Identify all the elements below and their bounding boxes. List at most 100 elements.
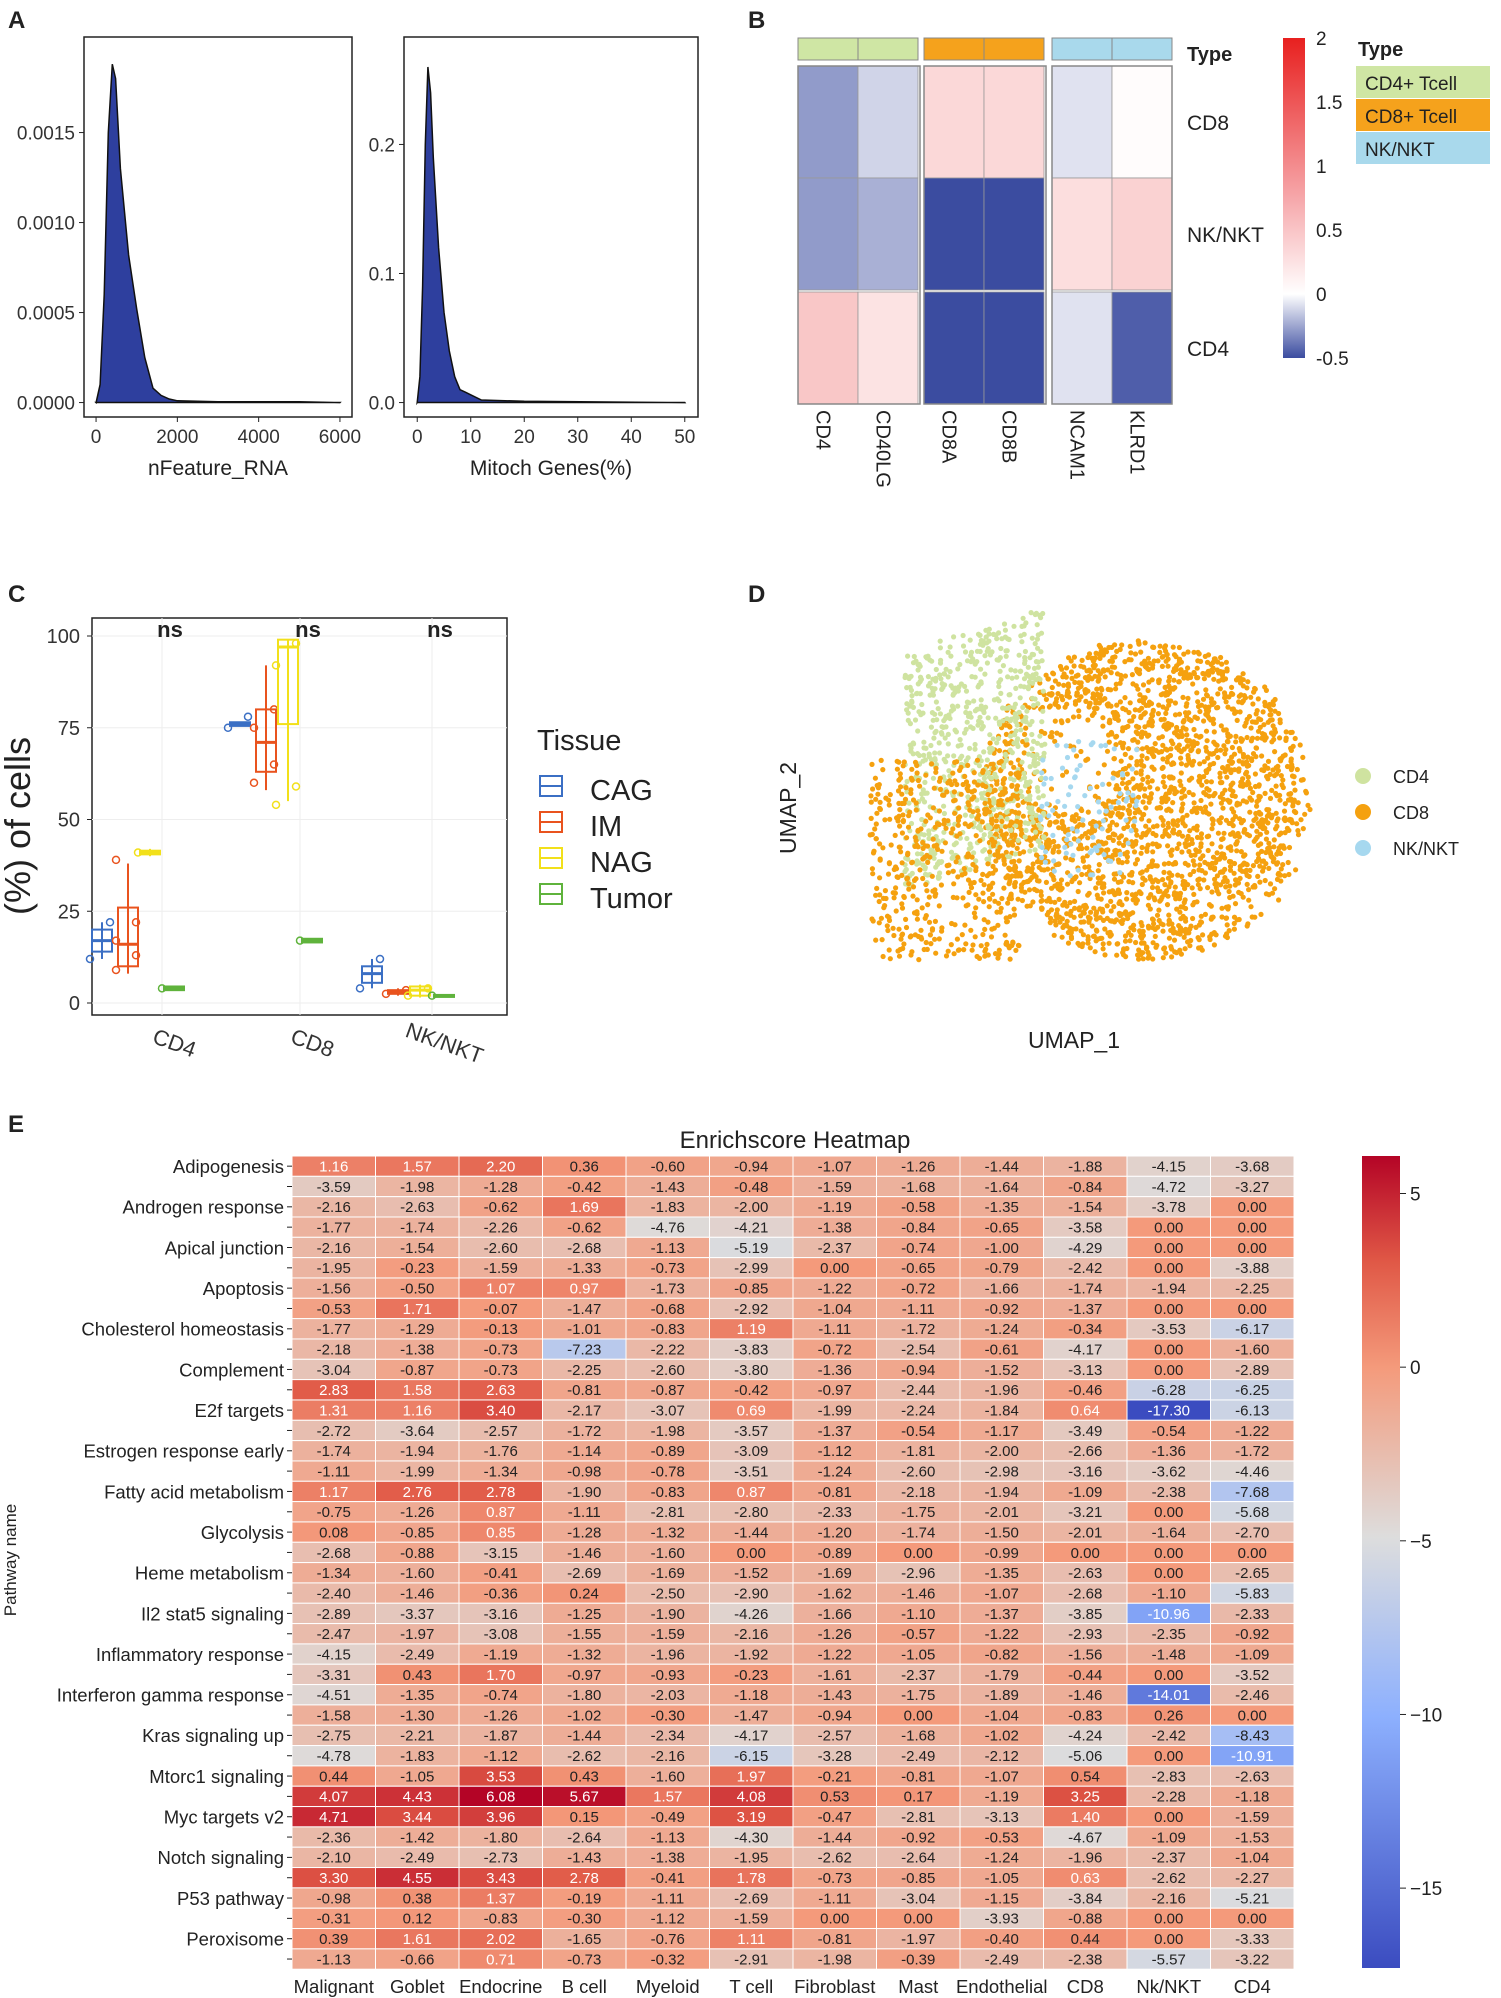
cell-value: 0.00 xyxy=(904,1911,933,1928)
cell-point-cd4 xyxy=(937,645,944,651)
cell-value: 0.12 xyxy=(403,1911,432,1928)
cell-point-cd4 xyxy=(967,867,973,873)
cell-point-cd8 xyxy=(1271,837,1277,843)
row-label: P53 pathway xyxy=(177,1888,285,1909)
cell-point-cd8 xyxy=(1189,809,1195,815)
cell-point-cd8 xyxy=(1142,793,1148,799)
cell-point-cd8 xyxy=(1185,752,1191,759)
y-tick-label: 75 xyxy=(58,718,80,740)
column-label: Malignant xyxy=(294,1976,374,1997)
cell-value: 0.00 xyxy=(1238,1240,1267,1257)
cell-point-cd8 xyxy=(1197,886,1203,892)
heatmap-cell xyxy=(983,177,1045,291)
colorbar-tick-label: 2 xyxy=(1316,29,1327,50)
cell-point-cd8 xyxy=(1001,861,1008,867)
cell-point-cd8 xyxy=(1259,858,1265,864)
cell-point-cd8 xyxy=(1245,754,1251,760)
cell-value: -1.76 xyxy=(484,1443,518,1460)
cell-point-cd8 xyxy=(886,860,893,866)
cell-value: -1.33 xyxy=(567,1260,601,1277)
cell-point-cd8 xyxy=(980,931,986,938)
cell-point-cd8 xyxy=(974,953,980,960)
cell-point-cd4 xyxy=(972,674,978,680)
cell-value: -1.68 xyxy=(901,1179,935,1196)
density-area xyxy=(416,66,687,406)
cell-point-cd8 xyxy=(1234,802,1240,808)
cell-value: -0.23 xyxy=(400,1260,434,1277)
cell-point-cd8 xyxy=(1158,921,1164,927)
cell-point-cd8 xyxy=(1129,869,1135,876)
cell-point-cd4 xyxy=(1035,659,1041,665)
cell-point-cd8 xyxy=(945,948,951,954)
cell-point-cd8 xyxy=(1064,911,1070,917)
cell-point-cd8 xyxy=(1120,842,1127,849)
cell-point-cd8 xyxy=(1149,778,1155,784)
column-label: T cell xyxy=(729,1976,773,1997)
cell-point-cd8 xyxy=(1080,822,1086,828)
cell-point-cd8 xyxy=(1248,725,1254,731)
cell-value: 0.71 xyxy=(486,1951,515,1968)
cell-value: -5.19 xyxy=(734,1240,768,1257)
cell-point-cd8 xyxy=(1153,944,1159,950)
cell-value: -1.18 xyxy=(734,1687,768,1704)
cell-value: -3.16 xyxy=(484,1606,518,1623)
cell-point-cd8 xyxy=(1188,748,1194,754)
cell-point-cd8 xyxy=(1249,735,1256,741)
cell-point-cd4 xyxy=(968,714,974,720)
data-point xyxy=(271,661,281,670)
cell-point-cd8 xyxy=(906,886,912,892)
cell-value: -2.49 xyxy=(400,1646,434,1663)
cell-point-cd8 xyxy=(1212,876,1218,883)
cell-value: -3.16 xyxy=(1068,1463,1102,1480)
cell-point-cd8 xyxy=(1117,913,1123,919)
cell-point-cd8 xyxy=(1263,836,1269,842)
y-tick-label: 25 xyxy=(58,901,80,923)
cell-point-cd8 xyxy=(937,786,944,793)
cell-value: -2.50 xyxy=(651,1585,685,1602)
cell-point-cd8 xyxy=(1205,885,1211,891)
cell-value: -2.42 xyxy=(1068,1260,1102,1277)
cell-value: -10.91 xyxy=(1231,1748,1274,1765)
cell-point-nk xyxy=(1123,798,1129,804)
cell-point-cd8 xyxy=(1044,912,1050,918)
cell-point-cd8 xyxy=(1246,897,1252,903)
cell-value: -3.15 xyxy=(484,1545,518,1562)
cell-point-cd8 xyxy=(897,771,903,777)
cell-point-cd8 xyxy=(1166,860,1172,867)
cell-value: -1.52 xyxy=(734,1565,768,1582)
cell-point-nk xyxy=(1051,858,1057,864)
cell-point-cd4 xyxy=(955,703,961,709)
cell-point-cd8 xyxy=(970,809,976,815)
cell-point-cd8 xyxy=(1112,799,1118,805)
cell-point-nk xyxy=(1088,872,1094,878)
cell-point-cd4 xyxy=(1022,716,1028,722)
cell-point-cd8 xyxy=(1255,728,1262,734)
cell-point-cd8 xyxy=(985,919,991,925)
cell-point-cd8 xyxy=(992,787,998,793)
box xyxy=(277,638,299,726)
cell-value: -1.22 xyxy=(1235,1423,1269,1440)
column-label: NCAM1 xyxy=(1066,410,1088,480)
cell-point-cd8 xyxy=(1164,706,1170,712)
cell-value: -4.72 xyxy=(1152,1179,1186,1196)
cell-point-cd4 xyxy=(982,653,988,659)
cell-point-cd8 xyxy=(1024,903,1030,909)
legend-entry: IM xyxy=(590,811,622,843)
y-tick-label: 0.0010 xyxy=(17,214,75,235)
cell-value: -0.84 xyxy=(1068,1179,1102,1196)
cell-point-cd8 xyxy=(899,830,906,836)
cell-point-cd8 xyxy=(1080,941,1086,947)
cell-point-cd8 xyxy=(1196,651,1202,657)
cell-point-cd4 xyxy=(938,730,945,736)
cell-point-cd4 xyxy=(1020,704,1026,711)
cell-point-cd8 xyxy=(1076,905,1083,911)
cell-point-cd4 xyxy=(905,710,911,716)
data-point xyxy=(427,991,437,1000)
cell-value: -0.78 xyxy=(651,1463,685,1480)
cell-point-cd8 xyxy=(908,775,914,781)
cell-value: -1.68 xyxy=(901,1728,935,1745)
cell-point-cd8 xyxy=(1166,683,1172,689)
cell-point-cd4 xyxy=(1030,819,1036,825)
cell-value: 0.24 xyxy=(570,1585,599,1602)
x-tick-label: NK/NKT xyxy=(402,1017,486,1068)
